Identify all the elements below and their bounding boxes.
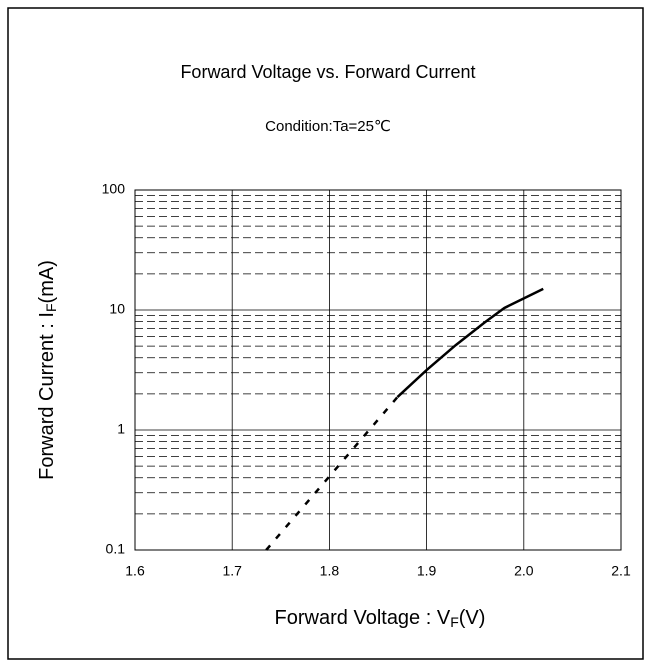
plot-border [134,189,622,551]
plot-area [135,190,621,550]
y-tick-label: 100 [102,181,126,197]
x-tick-label: 2.0 [514,563,534,579]
series-line [265,396,399,551]
x-axis-label: Forward Voltage : VF(V) [275,607,486,629]
x-tick-label: 1.7 [222,563,242,579]
y-axis-label: Forward Current : IF(mA) [36,260,58,480]
x-tick-label: 1.8 [320,563,340,579]
chart-title: Forward Voltage vs. Forward Current [180,62,475,82]
x-tick-label: 2.1 [611,563,631,579]
x-tick-label: 1.6 [125,563,145,579]
chart-subtitle: Condition:Ta=25℃ [265,118,391,135]
series-line [396,287,544,399]
x-tick-label: 1.9 [417,563,437,579]
y-tick-label: 0.1 [106,541,126,557]
y-tick-label: 1 [117,421,125,437]
y-tick-label: 10 [109,301,125,317]
